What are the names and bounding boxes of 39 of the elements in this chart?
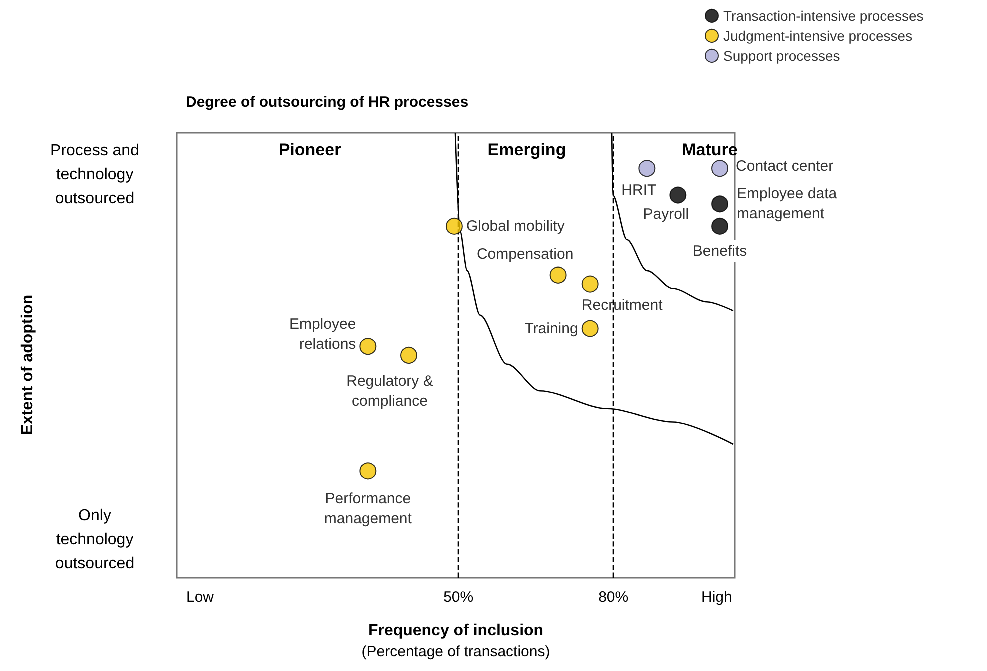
x-axis-title: Frequency of inclusion (Percentage of transactions)	[362, 622, 550, 660]
annotation: Regulatory & compliance	[346, 373, 434, 410]
legend-label: Transaction-intensive processes	[724, 8, 924, 24]
point	[638, 160, 656, 178]
text: Only technology outsourced	[55, 508, 135, 572]
point	[446, 218, 463, 235]
annotation: Compensation	[476, 246, 574, 263]
annotation: Pioneer	[278, 140, 342, 160]
annotation: Payroll	[643, 206, 690, 223]
point	[712, 196, 729, 213]
point	[400, 347, 418, 364]
annotation: Benefits	[692, 242, 748, 260]
annotation: Employee data management	[737, 186, 838, 223]
point	[712, 160, 729, 178]
annotation: Global mobility	[466, 218, 566, 235]
text: Process and technology outsourced	[50, 142, 140, 208]
point	[670, 186, 687, 204]
annotation: Employee relations	[289, 316, 356, 354]
annotation: Recruitment	[582, 296, 664, 314]
point	[360, 338, 377, 356]
point	[582, 320, 599, 338]
x-tick-label: 50%	[444, 589, 474, 606]
legend-label: Judgment-intensive processes	[724, 28, 913, 44]
annotation: Emerging	[488, 140, 566, 160]
point	[712, 218, 729, 235]
text: Extent of adoption	[20, 294, 36, 436]
point	[360, 462, 377, 480]
point	[582, 276, 599, 293]
x-tick-label: Low	[186, 589, 214, 606]
x-tick-label: 80%	[598, 589, 629, 606]
chart-title: Degree of outsourcing of HR processes	[186, 94, 469, 111]
annotation: HRIT	[622, 182, 657, 200]
annotation: Performance management	[324, 490, 413, 528]
legend-label: Support processes	[724, 48, 840, 64]
point	[550, 266, 567, 284]
annotation: Contact center	[736, 158, 834, 176]
annotation: Mature	[682, 140, 738, 160]
x-tick-label: High	[701, 589, 732, 606]
annotation: Training	[524, 320, 578, 338]
